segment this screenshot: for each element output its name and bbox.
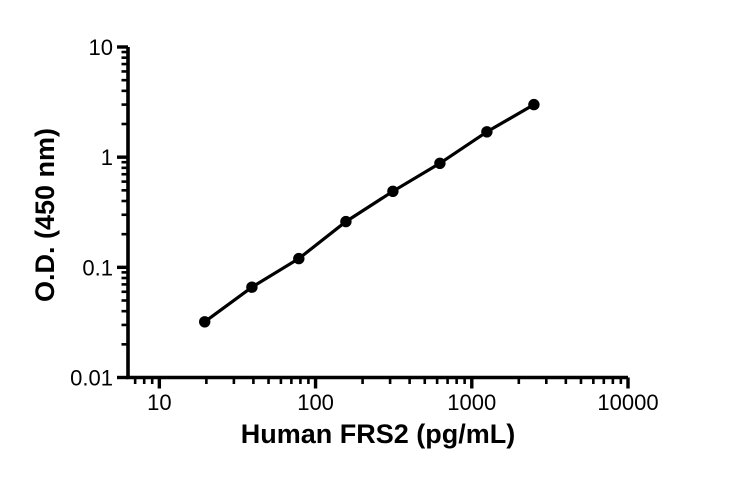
x-tick-label: 10 — [147, 390, 171, 415]
data-point — [434, 157, 446, 169]
data-point — [528, 98, 540, 111]
x-tick-label: 1000 — [447, 390, 496, 415]
x-tick-label: 10000 — [597, 390, 658, 415]
y-tick-label: 10 — [89, 35, 113, 60]
y-axis-title: O.D. (450 nm) — [30, 127, 60, 303]
y-tick-label: 0.01 — [70, 366, 113, 391]
y-tick-label: 0.1 — [82, 255, 113, 280]
data-point — [387, 185, 399, 197]
y-tick-label: 1 — [101, 145, 113, 170]
data-point — [293, 252, 305, 265]
data-point — [481, 126, 493, 138]
standard-curve-line — [203, 103, 536, 324]
data-point — [340, 215, 352, 228]
data-point — [199, 316, 211, 328]
axis-spine — [126, 47, 628, 380]
data-point — [246, 281, 258, 293]
x-axis-title: Human FRS2 (pg/mL) — [240, 419, 516, 449]
x-tick-label: 100 — [297, 390, 334, 415]
